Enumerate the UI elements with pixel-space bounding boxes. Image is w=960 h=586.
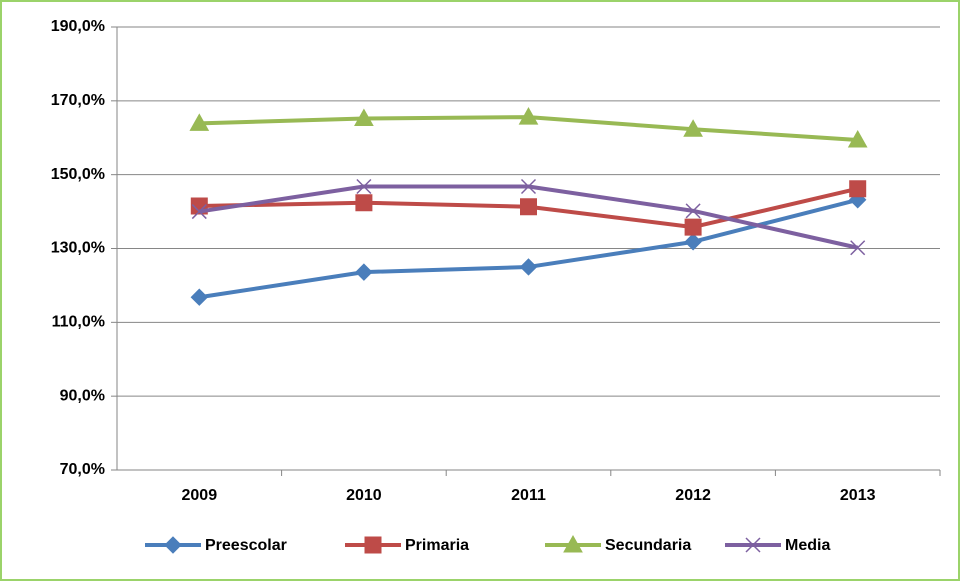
marker <box>684 233 702 251</box>
marker <box>355 263 373 281</box>
marker <box>354 108 374 127</box>
legend-label: Secundaria <box>605 537 691 554</box>
x-tick-label: 2013 <box>840 487 876 504</box>
y-tick-label: 70,0% <box>60 461 105 478</box>
marker <box>685 203 701 219</box>
x-tick-label: 2012 <box>675 487 711 504</box>
x-tick-label: 2010 <box>346 487 382 504</box>
marker <box>519 258 538 276</box>
y-tick-label: 170,0% <box>51 92 105 109</box>
marker <box>849 180 867 198</box>
y-tick-label: 150,0% <box>51 166 105 183</box>
marker <box>684 218 702 236</box>
x-tick-label: 2011 <box>511 487 546 504</box>
marker <box>164 536 182 554</box>
marker <box>683 119 703 137</box>
marker <box>563 534 583 553</box>
marker <box>355 194 373 212</box>
marker <box>518 107 539 125</box>
marker <box>190 288 209 306</box>
y-tick-label: 110,0% <box>52 314 105 331</box>
legend-label: Media <box>785 537 830 554</box>
x-tick-label: 2009 <box>182 487 218 504</box>
marker <box>356 178 372 195</box>
marker <box>745 537 761 553</box>
legend-label: Preescolar <box>205 537 287 554</box>
marker <box>189 113 210 131</box>
marker <box>364 536 382 554</box>
marker <box>850 240 866 256</box>
marker <box>520 178 537 195</box>
marker <box>191 204 207 220</box>
y-tick-label: 130,0% <box>51 240 105 257</box>
y-tick-label: 90,0% <box>60 387 105 404</box>
marker <box>847 129 868 148</box>
legend-label: Primaria <box>405 537 469 554</box>
marker <box>520 198 537 216</box>
y-tick-label: 190,0% <box>51 18 105 35</box>
